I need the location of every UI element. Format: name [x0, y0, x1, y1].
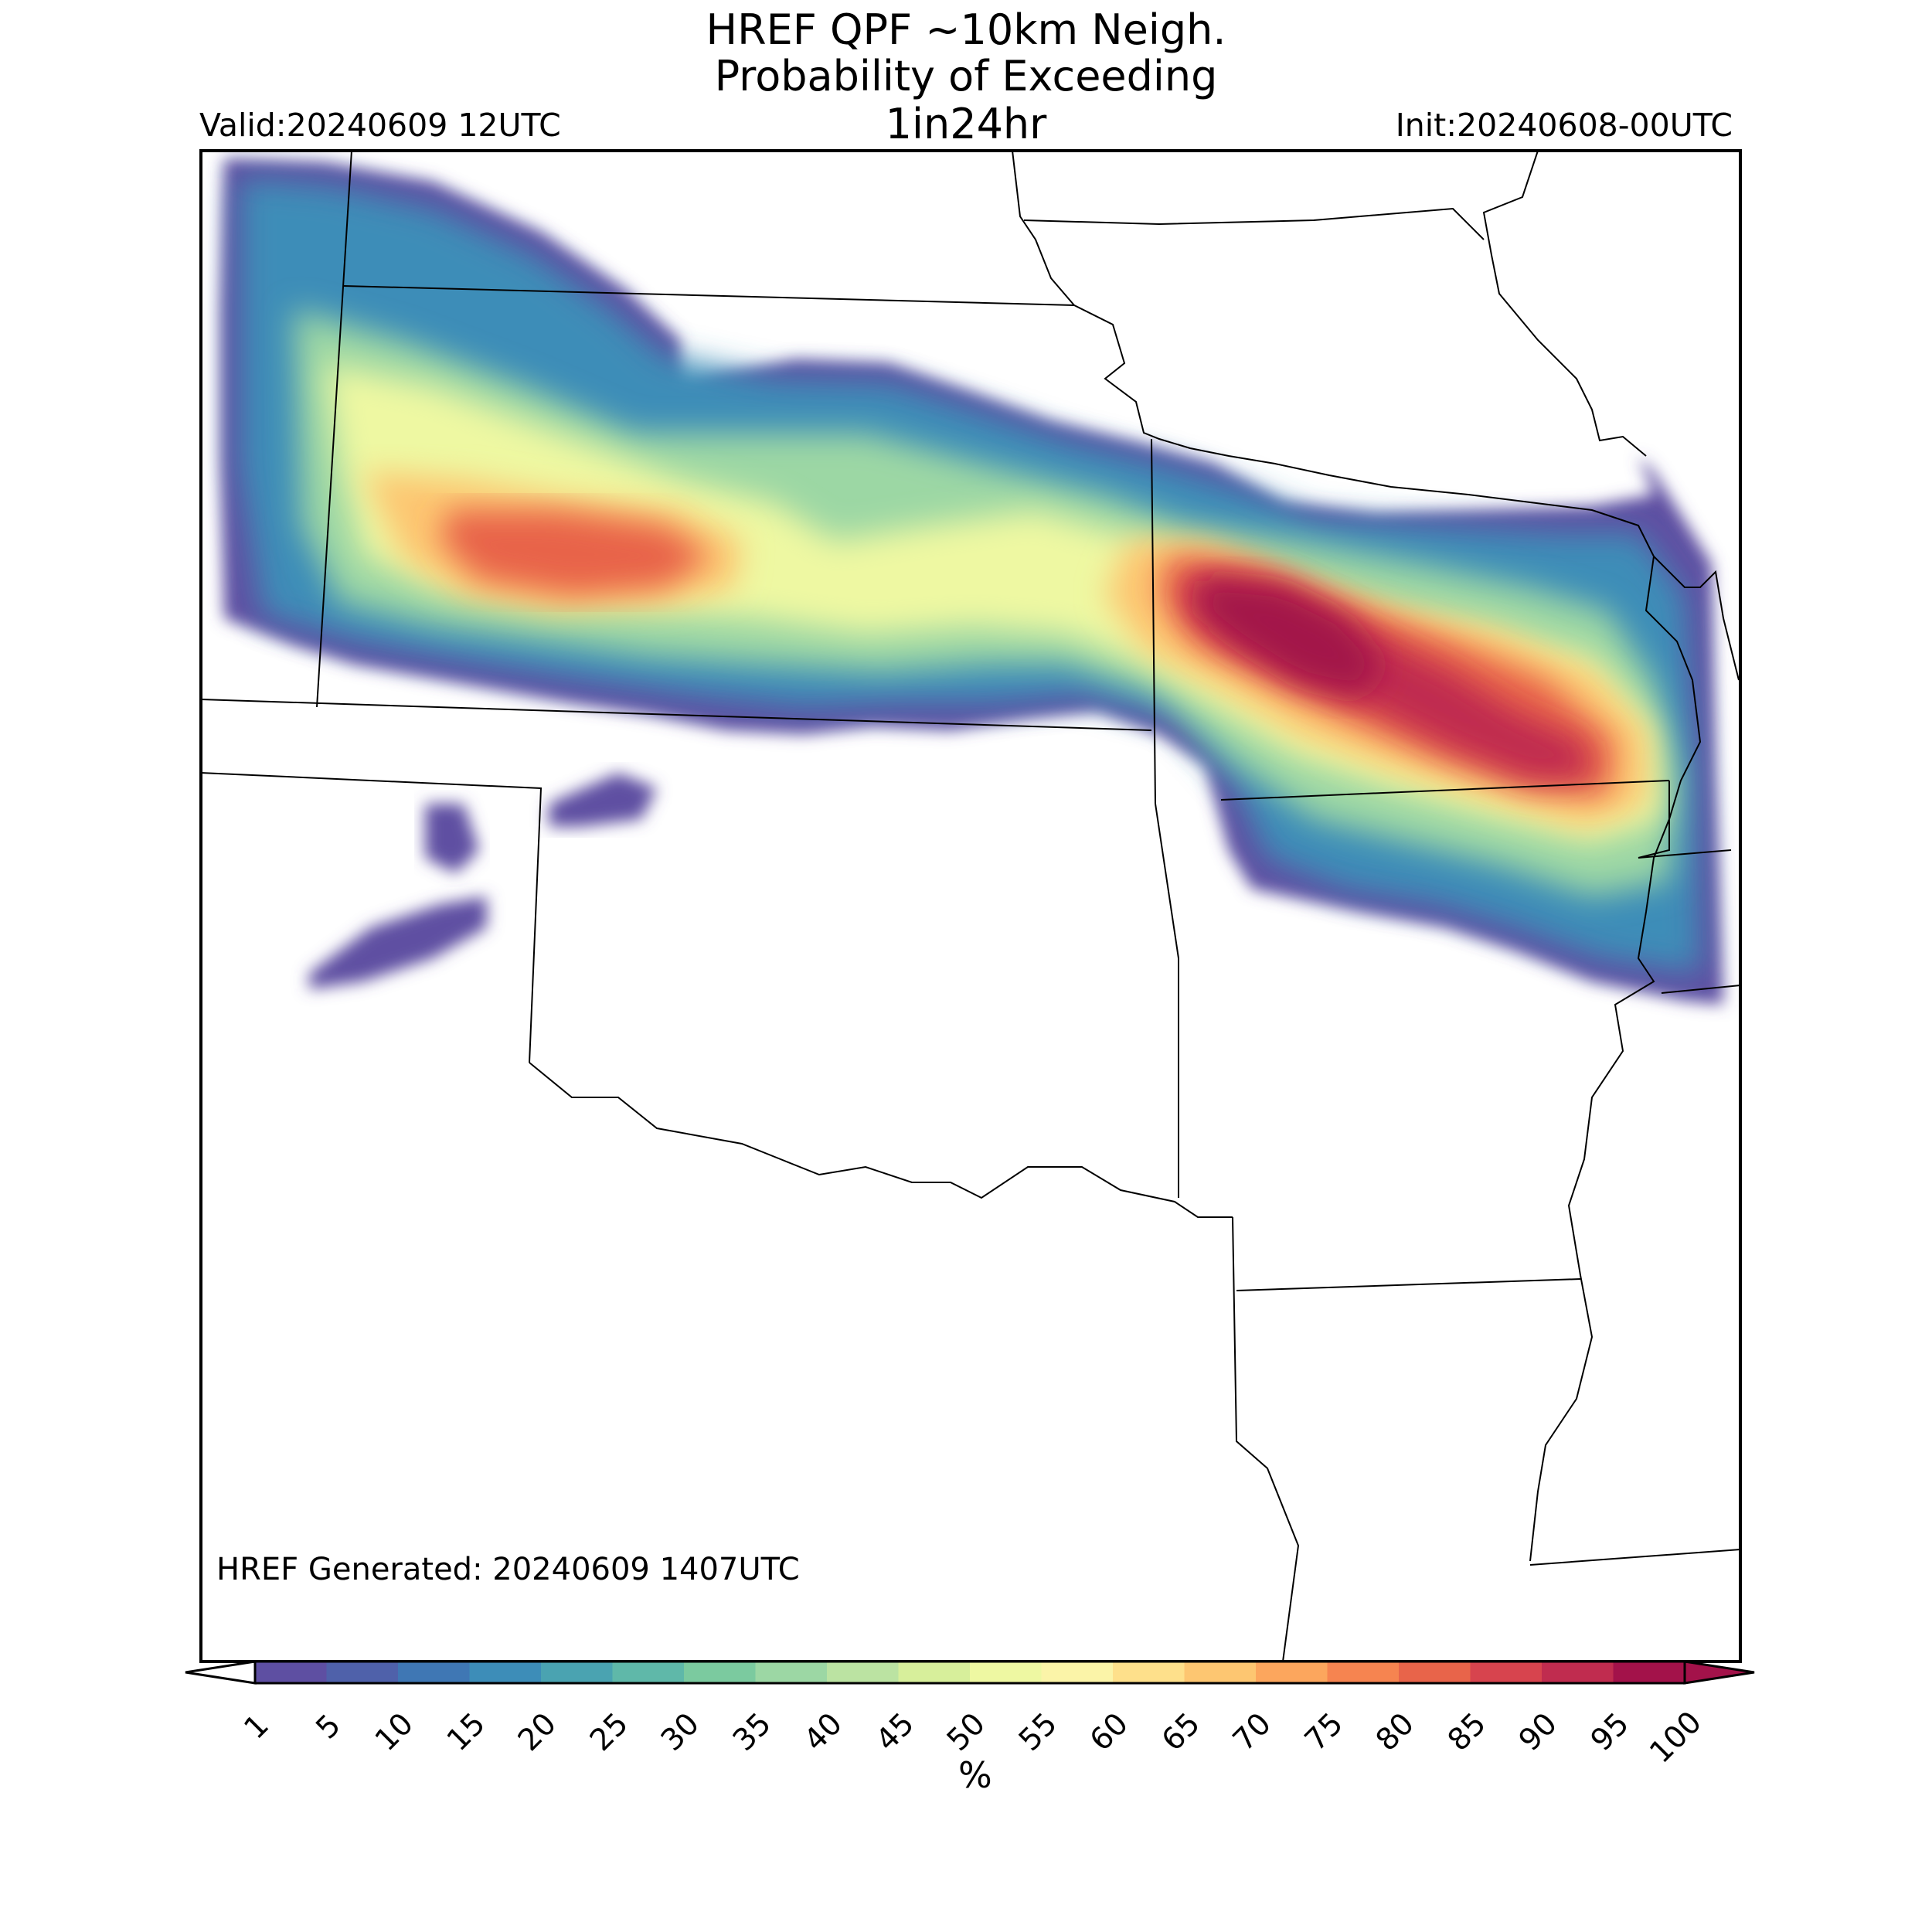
border-ks-mo-north: [1220, 780, 1670, 801]
colorbar-extend-low: [185, 1660, 257, 1685]
title-line-3: 1in24hr: [885, 100, 1047, 148]
colorbar-bin-7: [755, 1662, 828, 1683]
colorbar-bin-19: [1613, 1662, 1685, 1683]
colorbar-bin-12: [1113, 1662, 1185, 1683]
contour-95pct: [1198, 580, 1383, 696]
colorbar-bin-11: [1041, 1662, 1114, 1683]
border-ia-mo: [1023, 207, 1485, 240]
border-ne-south: [343, 285, 1075, 306]
colorbar-extend-high: [1683, 1660, 1755, 1685]
colorbar-bin-15: [1327, 1662, 1400, 1683]
colorbar-bin-9: [898, 1662, 971, 1683]
colorbar-bin-0: [255, 1662, 327, 1683]
colorbar-bins: [255, 1662, 1685, 1683]
colorbar-bin-3: [469, 1662, 542, 1683]
valid-time-label: Valid:20240609 12UTC: [199, 107, 561, 144]
colorbar-bin-18: [1542, 1662, 1614, 1683]
colorbar-bin-2: [398, 1662, 470, 1683]
border-mo-east: [1653, 556, 1740, 681]
title-line-1: HREF QPF ~10km Neigh.: [706, 5, 1226, 54]
colorbar-bin-5: [612, 1662, 685, 1683]
colorbar-bin-17: [1470, 1662, 1543, 1683]
colorbar-bin-10: [970, 1662, 1042, 1683]
border-ks-ok: [201, 699, 1152, 731]
cell-sw-3: [549, 773, 657, 827]
border-ok-panhandle: [201, 772, 543, 1063]
border-ar-la: [1529, 1549, 1740, 1566]
border-mo-ar: [1236, 1278, 1581, 1291]
border-tn: [1638, 781, 1732, 859]
contour-75pct: [440, 510, 711, 595]
colorbar-bin-6: [684, 1662, 756, 1683]
border-ky: [1661, 985, 1740, 994]
border-ks-mo: [1151, 438, 1156, 804]
generated-timestamp: HREF Generated: 20240609 1407UTC: [216, 1552, 800, 1587]
colorbar-units-label: %: [958, 1754, 992, 1796]
border-co-ks: [316, 151, 352, 708]
border-ok-tx-red-river: [529, 1062, 1233, 1218]
colorbar-bin-1: [326, 1662, 399, 1683]
mississippi-river: [1012, 151, 1702, 1562]
border-ar-west: [1232, 1216, 1300, 1662]
colorbar-frame: [253, 1660, 1686, 1685]
cell-sw-2: [425, 804, 479, 873]
state-boundaries: [201, 151, 1740, 1662]
border-mo-il: [1482, 151, 1647, 457]
border-ok-mo-ar: [1155, 803, 1179, 1198]
colorbar-bin-4: [541, 1662, 613, 1683]
init-time-label: Init:20240608-00UTC: [1395, 107, 1733, 144]
title-line-2: Probability of Exceeding: [714, 52, 1218, 100]
colorbar-bin-14: [1256, 1662, 1328, 1683]
colorbar-bin-13: [1184, 1662, 1257, 1683]
cell-sw-1: [309, 896, 487, 989]
colorbar-bin-8: [827, 1662, 899, 1683]
colorbar-bin-16: [1399, 1662, 1471, 1683]
precip-probability-field: [220, 158, 1723, 1005]
